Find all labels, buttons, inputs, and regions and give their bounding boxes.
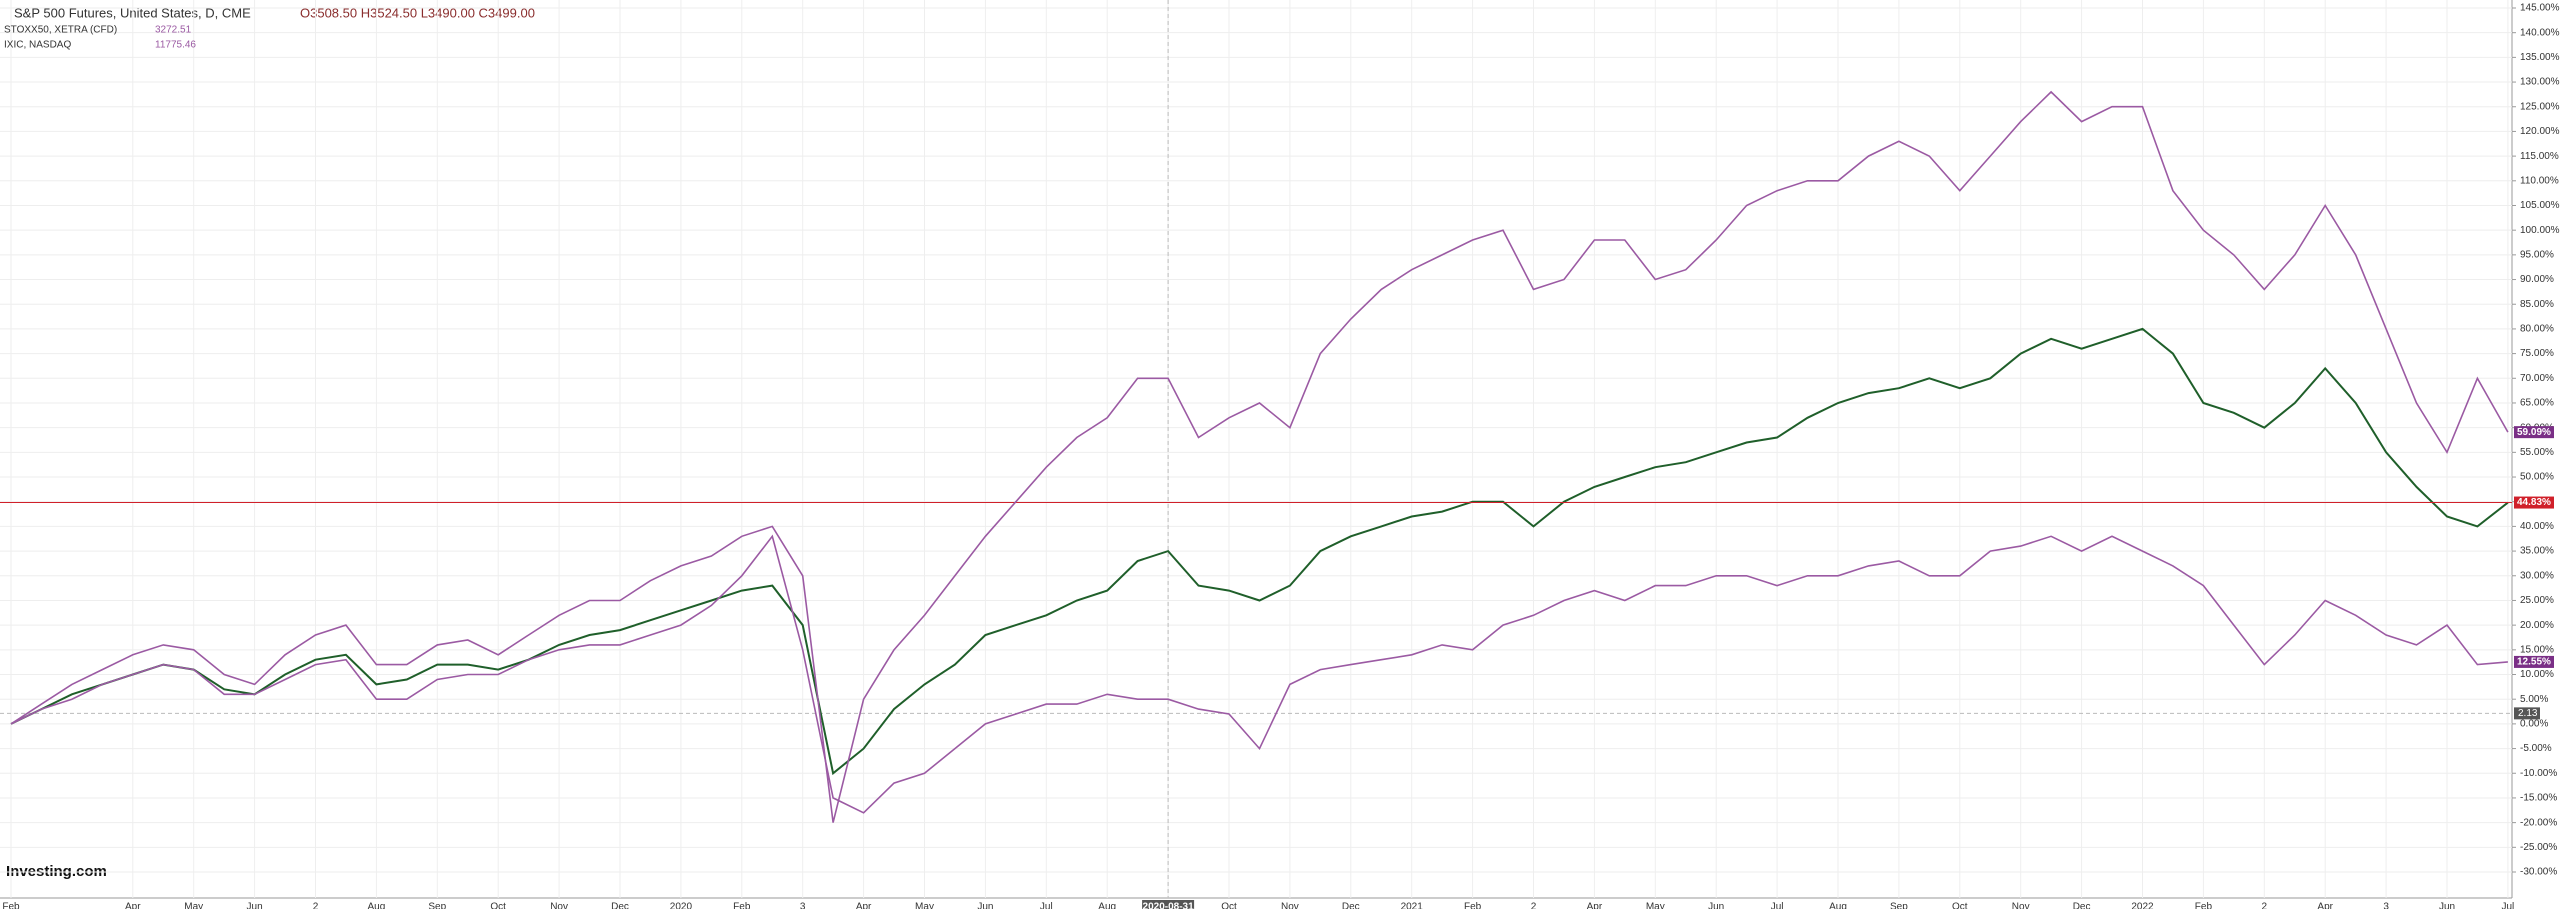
series-line <box>10 327 2509 776</box>
value-label: 44.83% <box>2517 497 2551 508</box>
y-tick-label: -30.00% <box>2520 867 2557 878</box>
y-tick-label: 105.00% <box>2520 200 2560 211</box>
x-tick-label: 2 <box>313 902 319 909</box>
y-tick-label: 65.00% <box>2520 398 2554 409</box>
x-tick-label: Feb <box>1464 902 1482 909</box>
legend-entry: IXIC, NASDAQ <box>4 40 71 51</box>
x-tick-label: Jun <box>1708 902 1724 909</box>
x-tick-label: 2022 <box>2131 902 2154 909</box>
y-tick-label: 70.00% <box>2520 373 2554 384</box>
y-tick-label: 145.00% <box>2520 3 2560 14</box>
series-line <box>10 90 2509 823</box>
y-tick-label: 30.00% <box>2520 570 2554 581</box>
y-tick-label: 5.00% <box>2520 694 2548 705</box>
legend-quote: 11775.46 <box>155 40 196 51</box>
y-tick-label: 25.00% <box>2520 595 2554 606</box>
x-tick-label: Jul <box>1771 902 1784 909</box>
y-tick-label: -15.00% <box>2520 793 2557 804</box>
y-tick-label: 35.00% <box>2520 546 2554 557</box>
y-tick-label: 125.00% <box>2520 101 2560 112</box>
x-tick-label: Oct <box>1221 902 1237 909</box>
x-tick-label: 2021 <box>1401 902 1424 909</box>
x-tick-label: Feb <box>733 902 751 909</box>
y-tick-label: 75.00% <box>2520 348 2554 359</box>
x-tick-label: Dec <box>1342 902 1360 909</box>
y-tick-label: 10.00% <box>2520 669 2554 680</box>
x-tick-label: 3 <box>800 902 806 909</box>
crosshair-y-label: 2.13 <box>2518 708 2538 719</box>
legend-quote: 3272.51 <box>155 25 192 36</box>
x-tick-label: Aug <box>1829 902 1847 909</box>
x-tick-label: Apr <box>125 902 141 909</box>
x-tick-label: 2020 <box>670 902 693 909</box>
y-tick-label: 90.00% <box>2520 274 2554 285</box>
legend-entry: STOXX50, XETRA (CFD) <box>4 25 117 36</box>
y-tick-label: -5.00% <box>2520 743 2552 754</box>
x-tick-label: Aug <box>368 902 386 909</box>
y-tick-label: 0.00% <box>2520 719 2548 730</box>
y-tick-label: 20.00% <box>2520 620 2554 631</box>
x-tick-label: Dec <box>2073 902 2091 909</box>
x-tick-label: Apr <box>2317 902 2333 909</box>
x-tick-label: Aug <box>1098 902 1116 909</box>
y-tick-label: 95.00% <box>2520 249 2554 260</box>
y-tick-label: 110.00% <box>2520 175 2559 186</box>
y-tick-label: 40.00% <box>2520 521 2554 532</box>
y-tick-label: 100.00% <box>2520 225 2560 236</box>
crosshair-y-box <box>2514 707 2540 720</box>
crosshair-x-box <box>1142 900 1195 909</box>
x-tick-label: Nov <box>2012 902 2030 909</box>
x-tick-label: May <box>915 902 934 909</box>
x-tick-label: Dec <box>611 902 629 909</box>
x-tick-label: May <box>184 902 203 909</box>
y-tick-label: 130.00% <box>2520 77 2560 88</box>
x-tick-label: Nov <box>1281 902 1299 909</box>
y-tick-label: -20.00% <box>2520 817 2557 828</box>
y-tick-label: 115.00% <box>2520 151 2559 162</box>
x-tick-label: Jun <box>977 902 993 909</box>
y-tick-label: 55.00% <box>2520 447 2554 458</box>
series-line <box>10 534 2508 814</box>
value-label-box <box>2514 426 2554 439</box>
y-tick-label: 120.00% <box>2520 126 2560 137</box>
x-tick-label: Jun <box>247 902 263 909</box>
x-tick-label: Jun <box>2439 902 2455 909</box>
x-tick-label: May <box>1646 902 1665 909</box>
x-tick-label: Jul <box>2502 902 2515 909</box>
x-tick-label: Oct <box>490 902 506 909</box>
x-tick-label: Apr <box>1587 902 1603 909</box>
value-label: 59.09% <box>2517 427 2551 438</box>
y-tick-label: 50.00% <box>2520 472 2554 483</box>
y-tick-label: 135.00% <box>2520 52 2560 63</box>
ohlc: O3508.50 H3524.50 L3490.00 C3499.00 <box>300 5 535 20</box>
x-tick-label: Sep <box>1890 902 1908 909</box>
value-label-box <box>2514 655 2554 668</box>
x-tick-label: Nov <box>550 902 568 909</box>
x-tick-label: Jul <box>1040 902 1053 909</box>
y-tick-label: -10.00% <box>2520 768 2557 779</box>
y-tick-label: 80.00% <box>2520 324 2554 335</box>
x-tick-label: 2 <box>2262 902 2268 909</box>
x-tick-label: Oct <box>1952 902 1968 909</box>
y-tick-label: -25.00% <box>2520 842 2557 853</box>
value-label-box <box>2514 496 2554 509</box>
x-tick-label: Apr <box>856 902 872 909</box>
x-tick-label: 2020-08-31 <box>1143 902 1195 909</box>
y-tick-label: 15.00% <box>2520 644 2554 655</box>
y-tick-label: 140.00% <box>2520 27 2560 38</box>
x-tick-label: Feb <box>2 902 20 909</box>
y-tick-label: 85.00% <box>2520 299 2554 310</box>
brand-logo: Investing.com <box>6 863 107 880</box>
x-tick-label: 3 <box>2383 902 2389 909</box>
x-tick-label: 2 <box>1531 902 1537 909</box>
value-label: 12.55% <box>2517 657 2551 668</box>
x-tick-label: Feb <box>2195 902 2213 909</box>
x-tick-label: Sep <box>428 902 446 909</box>
